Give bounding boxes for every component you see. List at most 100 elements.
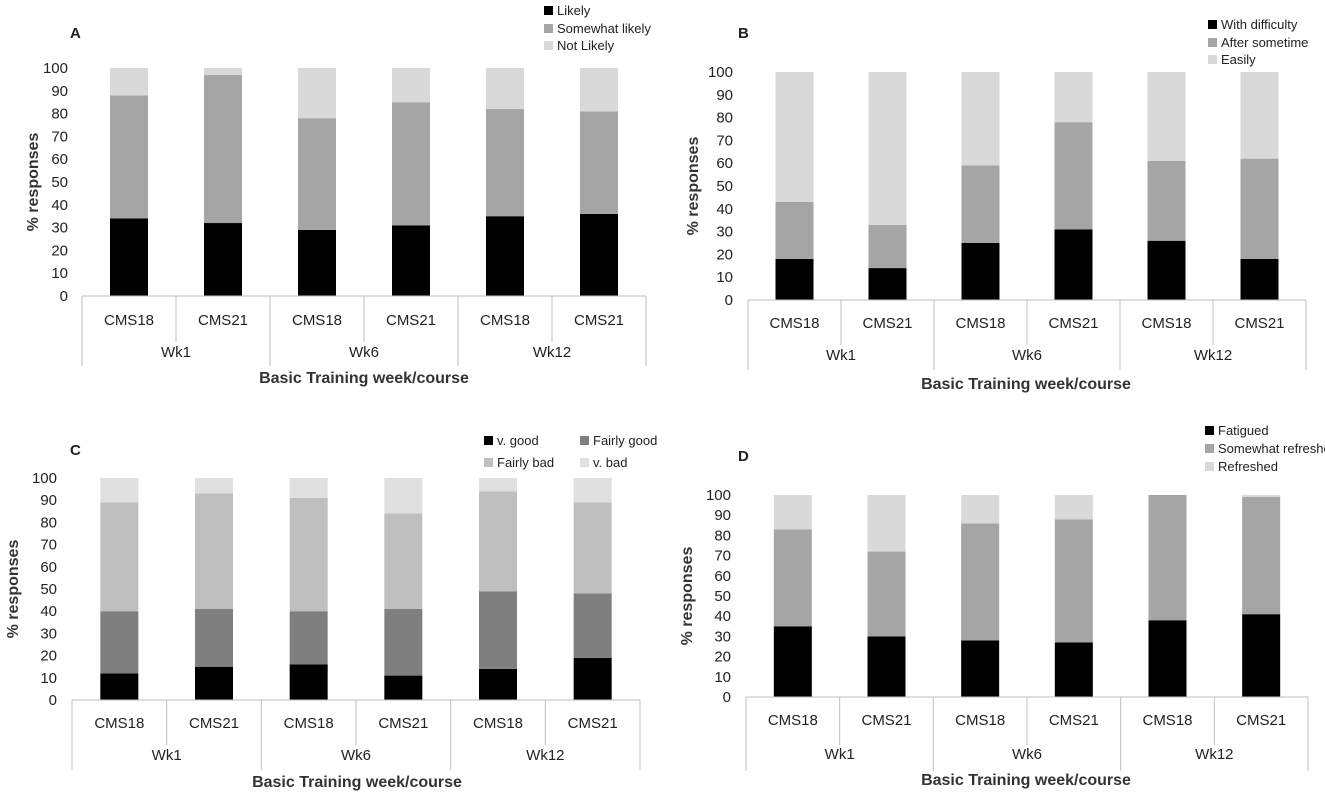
legend: v. good Fairly good Fairly bad v. bad: [484, 433, 657, 470]
y-tick-label: 40: [51, 197, 68, 214]
category-label: CMS18: [955, 315, 1005, 332]
bar-after-sometime-2: [961, 165, 1000, 243]
bar-v-good-0: [100, 673, 139, 700]
y-axis-title: % responses: [679, 547, 696, 646]
y-tick-label: 80: [40, 514, 57, 531]
category-label: CMS21: [862, 315, 912, 332]
panel-d: D 0 10 20 30 40 50 60 70 80 90 100 % responses CMS18 C…: [679, 423, 1325, 789]
y-tick-label: 100: [708, 64, 733, 81]
y-tick-label: 0: [60, 288, 68, 305]
y-tick-label: 50: [714, 588, 731, 605]
y-tick-label: 90: [714, 507, 731, 524]
bar-fairly-good-1: [195, 608, 233, 667]
legend: Likely Somewhat likely Not Likely: [544, 3, 651, 53]
x-axis-title: Basic Training week/course: [259, 370, 469, 387]
y-tick-label: 30: [51, 220, 68, 237]
y-tick-label: 70: [716, 132, 733, 149]
legend-label: Somewhat likely: [557, 21, 651, 36]
bar-v-good-1: [195, 666, 233, 700]
category-label: CMS21: [378, 715, 428, 732]
legend-label: Refreshed: [1218, 459, 1278, 474]
y-tick-label: 40: [40, 603, 57, 620]
legend-label: Fairly good: [593, 433, 657, 448]
legend-label: v. bad: [593, 455, 627, 470]
legend-swatch: [544, 24, 553, 33]
legend-label: Fatigued: [1218, 423, 1269, 438]
y-tick-label: 80: [714, 527, 731, 544]
bar-refreshed-2: [961, 495, 1000, 524]
bar-not-likely-2: [298, 68, 336, 119]
y-tick-label: 0: [723, 689, 731, 706]
panel-letter: A: [70, 25, 81, 42]
y-axis-title: % responses: [685, 137, 702, 236]
bar-v-good-2: [289, 664, 328, 700]
group-label: Wk12: [1195, 746, 1233, 763]
bar-fairly-good-3: [384, 608, 423, 676]
y-tick-label: 30: [716, 224, 733, 241]
y-tick-label: 100: [706, 487, 731, 504]
group-label: Wk12: [1194, 347, 1232, 364]
x-axis-title: Basic Training week/course: [921, 376, 1131, 393]
bar-v-bad-1: [195, 478, 233, 494]
bar-likely-3: [392, 225, 430, 296]
legend-swatch: [484, 458, 493, 467]
y-tick-label: 70: [40, 537, 57, 554]
bar-easily-5: [1240, 72, 1279, 159]
bar-fairly-bad-0: [100, 502, 139, 612]
bar-not-likely-5: [580, 68, 618, 112]
bar-fatigued-4: [1148, 620, 1187, 697]
bar-somewhat-refreshed-5: [1242, 497, 1281, 615]
category-label: CMS18: [473, 715, 523, 732]
panel-c: C 0 10 20 30 40 50 60 70 80 90 100 % responses CMS18 C…: [5, 433, 657, 791]
bar-fatigued-1: [867, 636, 906, 697]
y-tick-label: 10: [714, 669, 731, 686]
category-label: CMS18: [768, 712, 818, 729]
category-label: CMS18: [480, 312, 530, 329]
legend-label: Easily: [1221, 52, 1256, 67]
group-label: Wk1: [152, 747, 182, 764]
x-axis-title: Basic Training week/course: [252, 774, 462, 791]
bar-v-good-4: [479, 668, 517, 700]
y-tick-label: 20: [51, 242, 68, 259]
y-tick-label: 10: [716, 269, 733, 286]
bar-easily-1: [868, 72, 907, 225]
category-label: CMS18: [94, 715, 144, 732]
bar-v-bad-3: [384, 478, 423, 514]
bar-easily-0: [775, 72, 814, 202]
bar-somewhat-likely-0: [110, 95, 148, 219]
legend-swatch: [1205, 426, 1214, 435]
category-label: CMS21: [1234, 315, 1284, 332]
bar-somewhat-likely-3: [392, 102, 430, 226]
y-tick-label: 90: [716, 87, 733, 104]
bar-fairly-good-5: [573, 593, 612, 658]
legend-swatch: [580, 458, 589, 467]
bar-somewhat-refreshed-3: [1054, 519, 1093, 643]
y-tick-label: 30: [40, 625, 57, 642]
y-tick-label: 0: [49, 692, 57, 709]
category-label: CMS18: [1141, 315, 1191, 332]
y-tick-label: 20: [40, 648, 57, 665]
bar-fairly-bad-1: [195, 493, 233, 609]
bar-somewhat-refreshed-1: [867, 551, 906, 637]
bar-after-sometime-0: [775, 201, 814, 259]
bar-not-likely-1: [204, 68, 242, 75]
legend-label: Fairly bad: [497, 455, 554, 470]
category-label: CMS21: [198, 312, 248, 329]
bar-fairly-good-4: [479, 591, 517, 669]
bar-likely-0: [110, 218, 148, 296]
y-tick-label: 0: [725, 292, 733, 309]
y-tick-label: 40: [714, 608, 731, 625]
y-tick-label: 90: [51, 83, 68, 100]
legend: Fatigued Somewhat refreshed Refreshed: [1205, 423, 1325, 474]
legend-swatch: [1208, 55, 1217, 64]
group-label: Wk6: [1012, 746, 1042, 763]
category-label: CMS18: [1142, 712, 1192, 729]
bar-fatigued-0: [773, 626, 812, 697]
category-label: CMS18: [769, 315, 819, 332]
bar-with-difficulty-2: [961, 243, 1000, 300]
y-tick-label: 50: [40, 581, 57, 598]
bar-somewhat-likely-4: [486, 109, 524, 217]
group-label: Wk1: [825, 746, 855, 763]
bar-fairly-bad-2: [289, 497, 328, 612]
